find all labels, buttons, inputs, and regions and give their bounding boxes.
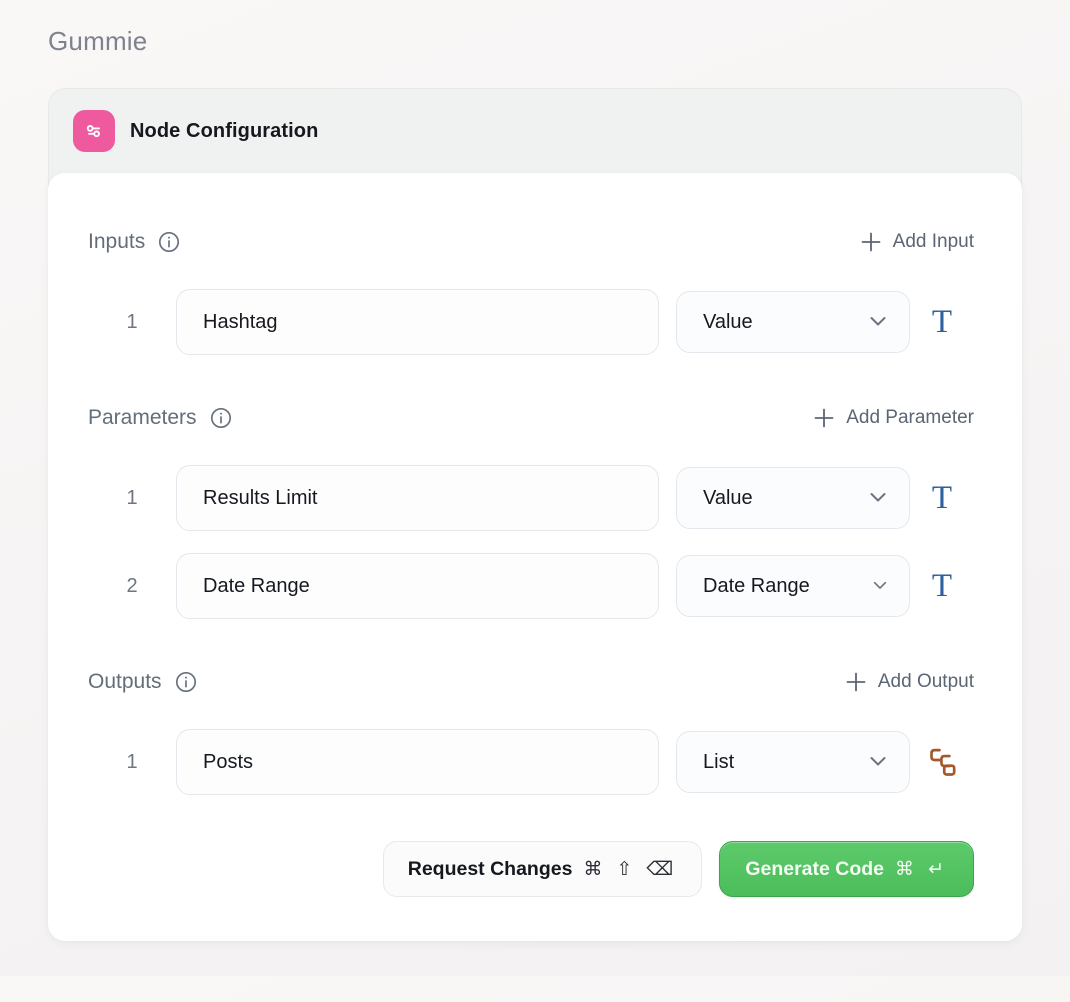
sliders-icon (73, 110, 115, 152)
parameter-name-field[interactable] (176, 465, 659, 531)
parameter-name-field[interactable] (176, 553, 659, 619)
request-changes-button[interactable]: Request Changes ⌘ ⇧ ⌫ (382, 841, 703, 897)
parameter-row-2: 2 Date Range T (88, 553, 974, 619)
output-type-select[interactable]: List (676, 731, 910, 793)
add-parameter-button[interactable]: Add Parameter (813, 403, 974, 433)
info-icon[interactable] (210, 407, 232, 429)
plus-icon (845, 671, 867, 693)
generate-code-shortcut: ⌘ ↵ (895, 858, 948, 880)
info-icon[interactable] (175, 671, 197, 693)
input-type-select[interactable]: Value (676, 291, 910, 353)
parameters-section-label: Parameters (88, 406, 197, 429)
row-number: 1 (126, 486, 138, 509)
text-type-icon[interactable]: T (931, 567, 953, 604)
generate-code-button[interactable]: Generate Code ⌘ ↵ (719, 841, 974, 897)
chevron-down-icon (867, 487, 889, 509)
add-parameter-label: Add Parameter (846, 407, 974, 428)
plus-icon (813, 407, 835, 429)
text-type-icon[interactable]: T (931, 303, 953, 340)
parameter-type-select[interactable]: Date Range (676, 555, 910, 617)
request-changes-shortcut: ⌘ ⇧ ⌫ (583, 858, 678, 880)
page-title: Gummie (48, 26, 148, 56)
plus-icon (860, 231, 882, 253)
parameter-type-value: Date Range (703, 574, 810, 597)
input-type-value: Value (703, 310, 753, 333)
parameter-type-value: Value (703, 486, 753, 509)
outputs-section-label: Outputs (88, 670, 162, 693)
row-number: 1 (126, 750, 138, 773)
row-number: 2 (126, 574, 138, 597)
input-name-field[interactable] (176, 289, 659, 355)
card-body: Inputs Add Input 1 Value (48, 173, 1022, 941)
footer-actions: Request Changes ⌘ ⇧ ⌫ Generate Code ⌘ ↵ (88, 841, 974, 897)
add-output-label: Add Output (877, 671, 974, 692)
request-changes-label: Request Changes (407, 857, 573, 880)
chevron-down-icon (867, 751, 889, 773)
output-type-value: List (703, 750, 735, 773)
add-output-button[interactable]: Add Output (845, 667, 974, 697)
output-name-field[interactable] (176, 729, 659, 795)
section-inputs: Inputs Add Input 1 Value (88, 227, 974, 355)
info-icon[interactable] (158, 231, 180, 253)
chevron-down-icon (871, 577, 889, 595)
input-row-1: 1 Value T (88, 289, 974, 355)
add-input-button[interactable]: Add Input (860, 227, 974, 257)
chevron-down-icon (867, 311, 889, 333)
text-type-icon[interactable]: T (931, 479, 953, 516)
card-title: Node Configuration (130, 119, 319, 142)
section-parameters: Parameters Add Parameter 1 Value (88, 403, 974, 619)
inputs-section-label: Inputs (88, 230, 146, 253)
parameter-row-1: 1 Value T (88, 465, 974, 531)
node-configuration-card: Node Configuration Inputs Add Input (48, 88, 1022, 941)
section-outputs: Outputs Add Output 1 List (88, 667, 974, 795)
output-row-1: 1 List (88, 729, 974, 795)
card-header: Node Configuration (49, 89, 1021, 173)
parameter-type-select[interactable]: Value (676, 467, 910, 529)
row-number: 1 (126, 310, 138, 333)
generate-code-label: Generate Code (745, 857, 885, 880)
list-copies-icon[interactable] (923, 743, 961, 781)
add-input-label: Add Input (892, 231, 974, 252)
